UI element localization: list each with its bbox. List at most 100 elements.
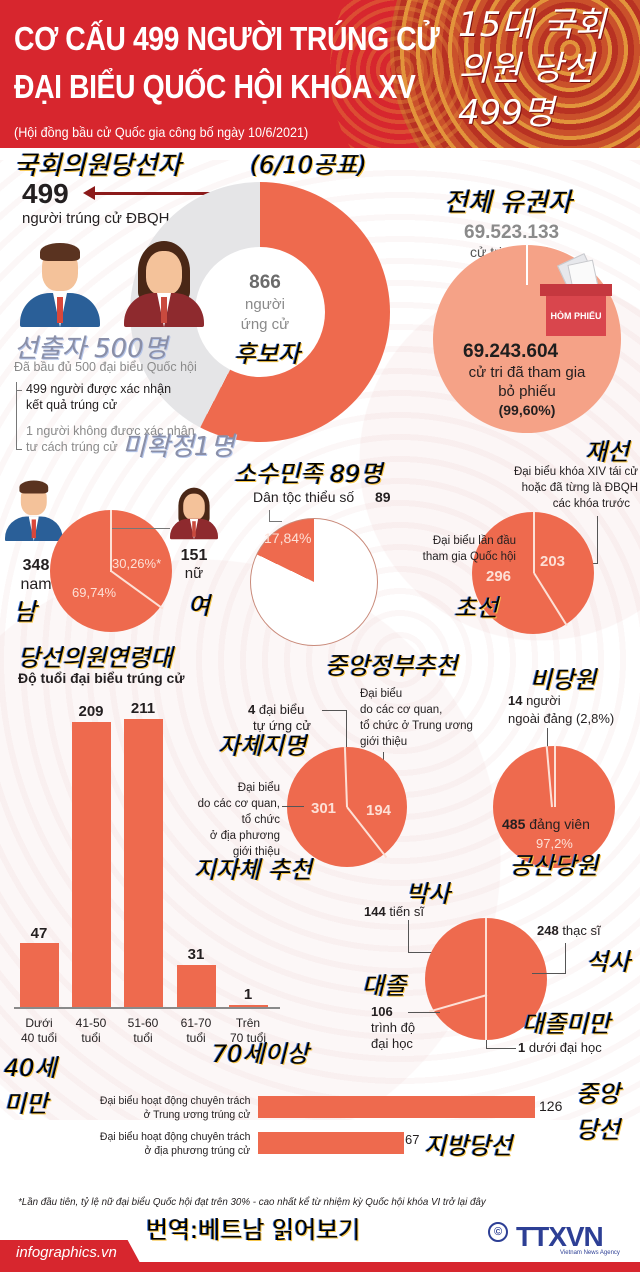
korean-central-elected-1: 중앙 [576, 1080, 621, 1108]
korean-under40-1: 40세 [4, 1054, 57, 1082]
korean-male: 남 [14, 598, 37, 626]
central-label-1: Đại biểu [360, 688, 403, 700]
bachelor-label-1: trình độ [371, 1020, 416, 1035]
local-count: 301 [311, 800, 337, 817]
self-leader-h [322, 710, 346, 711]
site-link[interactable]: infographics.vn [16, 1244, 117, 1261]
korean-over70: 70세이상 [212, 1040, 309, 1068]
bracket-tick-2 [16, 449, 22, 450]
nomination-pie-chart [287, 747, 407, 867]
korean-central-elected-2: 당선 [576, 1116, 621, 1144]
ballot-box-label: HÒM PHIẾU [546, 296, 606, 336]
bronze-drum-decoration [390, 0, 640, 148]
confirmed-label: 499 người được xác nhận [26, 382, 172, 396]
korean-title-3: 499명 [458, 93, 555, 133]
age-x-axis [14, 1007, 280, 1009]
fulltime-local-bar [258, 1132, 404, 1154]
korean-first-term: 초선 [454, 594, 499, 622]
reelected-label-2: hoặc đã từng là ĐBQH [521, 482, 638, 494]
nonparty-label-2: ngoài đảng (2,8%) [508, 711, 615, 726]
age-cat-over70: Trên 70 tuổi [229, 1016, 267, 1045]
age-value-61-70: 31 [187, 946, 205, 963]
ethnic-label: Dân tộc thiểu số [253, 489, 355, 505]
title-line-2: ĐẠI BIỂU QUỐC HỘI KHÓA XV [14, 68, 416, 105]
korean-female: 여 [188, 592, 211, 620]
ethnic-pct: 17,84% [264, 530, 312, 546]
ethnic-pie-chart [250, 518, 378, 646]
female-icon [170, 487, 218, 540]
fulltime-local-label-1: Đại biểu hoạt động chuyên trách [99, 1131, 250, 1143]
voters-voted-pct: (99,60%) [498, 402, 556, 418]
footer-band [0, 1262, 640, 1272]
bachelor-leader [408, 1012, 440, 1013]
reelected-label-3: các khóa trước [552, 498, 630, 510]
fulltime-local-label-2: ở địa phương trúng cử [144, 1145, 250, 1157]
korean-nonparty: 비당원 [530, 666, 597, 694]
age-value-41-50: 209 [78, 703, 104, 720]
korean-self-nominated: 자체지명 [218, 732, 307, 760]
candidates-count: 866 [249, 272, 281, 293]
korean-central-nomination: 중앙정부추천 [325, 652, 458, 680]
confirmed-label-2: kết quả trúng cử [26, 398, 118, 412]
korean-voters-label: 전체 유권자 [444, 188, 572, 218]
korean-ethnic-label: 소수민족 89명 [234, 460, 383, 488]
bracket-line [16, 382, 17, 450]
male-label: nam [20, 576, 52, 593]
ethnic-leader-v [269, 510, 270, 521]
logo-subtitle: Vietnam News Agency [560, 1250, 620, 1256]
elected-count: 499 [22, 178, 69, 209]
age-value-51-60: 211 [130, 700, 156, 717]
korean-candidates-label: 후보자 [234, 340, 301, 368]
korean-reelection: 재선 [585, 438, 630, 466]
central-count: 194 [366, 802, 392, 819]
age-bar-over70 [229, 1005, 268, 1007]
member-count-label: 485 đảng viên [502, 816, 590, 832]
bachelor-label-2: đại học [371, 1036, 413, 1051]
first-term-label-1: Đại biểu lần đầu [432, 535, 516, 547]
male-deputy-icon [20, 243, 100, 327]
ttxvn-logo[interactable]: TTXVN [516, 1221, 604, 1252]
education-pie-chart [425, 918, 547, 1040]
korean-phd: 박사 [406, 880, 451, 908]
reelected-count: 203 [540, 553, 566, 570]
footnote: *Lần đầu tiên, tỷ lệ nữ đại biểu Quốc hộ… [18, 1196, 486, 1208]
header-banner: CƠ CẤU 499 NGƯỜI TRÚNG CỬ ĐẠI BIỂU QUỐC … [0, 0, 640, 148]
local-label-3: tổ chức [241, 814, 280, 826]
local-label-2: do các cơ quan, [197, 798, 280, 810]
female-count: 151 [180, 547, 208, 564]
copyright-icon: © [488, 1222, 508, 1242]
age-value-under40: 47 [30, 925, 48, 942]
unconfirmed-label: 1 người không được xác nhận [26, 424, 195, 438]
translation-credit: 번역:베트남 읽어보기 [146, 1216, 361, 1244]
below-leader-v [486, 1040, 487, 1048]
fulltime-local-value: 67 [405, 1132, 420, 1147]
male-count: 348 [22, 557, 50, 574]
local-label-5: giới thiệu [232, 846, 280, 858]
female-label: nữ [184, 565, 204, 582]
age-value-over70: 1 [243, 986, 253, 1003]
party-pie-chart [493, 746, 615, 868]
below-bachelor-label: 1 dưới đại học [518, 1040, 602, 1055]
reelected-leader-v [597, 516, 598, 564]
candidates-label-1: người [245, 296, 285, 313]
masters-leader-v [565, 943, 566, 973]
age-bar-51-60 [124, 719, 163, 1007]
phd-leader-v [408, 920, 409, 952]
age-cat-41-50: 41-50 tuổi [75, 1016, 107, 1045]
ballot-box-icon: HÒM PHIẾU [540, 253, 612, 336]
age-bar-61-70 [177, 965, 216, 1007]
central-label-2: do các cơ quan, [360, 704, 443, 716]
unconfirmed-label-2: tư cách trúng cử [26, 440, 118, 454]
self-nominated: 4 đại biểu [248, 702, 305, 717]
central-label-3: tổ chức ở Trung ương [360, 720, 473, 732]
female-deputy-icon [124, 241, 204, 327]
korean-title-2: 의원 당선 [458, 49, 594, 89]
masters-label: 248 thạc sĩ [537, 923, 601, 938]
fulltime-central-bar [258, 1096, 535, 1118]
female-leader-line [112, 528, 170, 529]
voters-voted-label-2: bỏ phiếu [498, 383, 556, 400]
first-term-label-2: tham gia Quốc hội [422, 551, 516, 563]
korean-under40-2: 미만 [4, 1090, 49, 1118]
korean-unconfirmed: 미확정1명 [122, 432, 235, 462]
candidates-label-2: ứng cử [240, 316, 290, 333]
